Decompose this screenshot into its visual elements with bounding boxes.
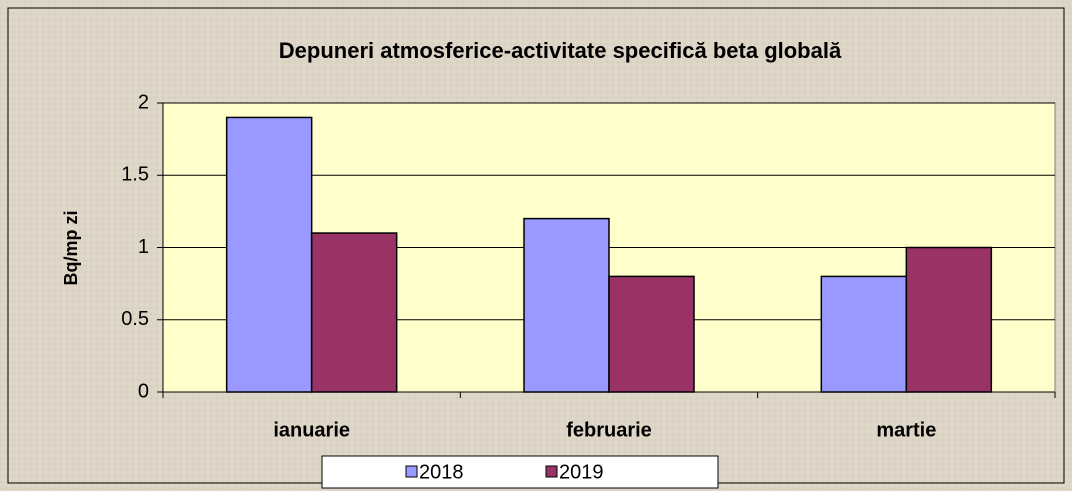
- chart-title: Depuneri atmosferice-activitate specific…: [279, 38, 842, 63]
- y-tick-label: 0: [138, 380, 149, 402]
- y-axis-label: Bq/mp zi: [61, 211, 81, 286]
- y-tick-label: 0.5: [121, 308, 149, 330]
- y-tick-label: 2: [138, 91, 149, 113]
- legend-swatch: [545, 465, 558, 478]
- bar: [905, 246, 993, 393]
- legend-box: [321, 455, 719, 489]
- bar: [820, 275, 908, 393]
- x-tick-label: februarie: [566, 419, 652, 441]
- x-tick-label: martie: [876, 419, 936, 441]
- legend-swatch: [405, 465, 418, 478]
- bar: [225, 116, 313, 393]
- x-tick-label: ianuarie: [273, 419, 350, 441]
- bar: [608, 275, 695, 393]
- bar: [310, 232, 398, 393]
- legend-label: 2018: [419, 461, 464, 483]
- y-tick-label: 1.5: [121, 164, 149, 186]
- legend-label: 2019: [559, 461, 604, 483]
- y-tick-label: 1: [138, 236, 149, 258]
- bar: [523, 217, 610, 393]
